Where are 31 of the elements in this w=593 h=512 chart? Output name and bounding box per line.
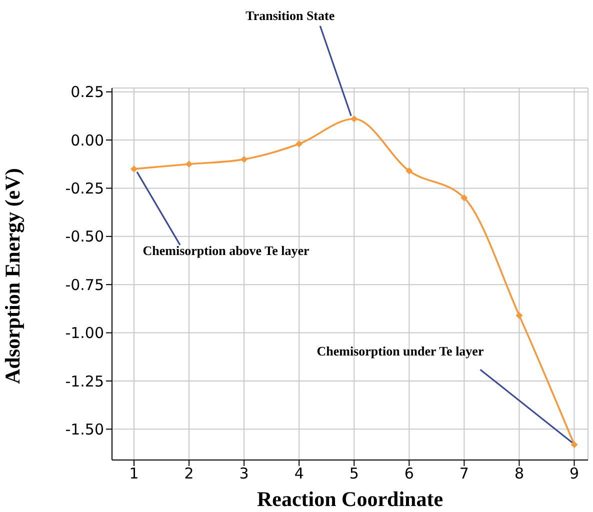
point	[296, 140, 303, 148]
x-axis-title: Reaction Coordinate	[256, 487, 444, 511]
x-tick-label: 9	[569, 464, 580, 483]
y-tick-label: -1.25	[65, 372, 104, 390]
x-tick-label: 8	[514, 464, 524, 483]
annotation: Chemisorption under Te layer	[316, 344, 484, 359]
x-tick-label: 2	[184, 464, 194, 483]
point	[130, 165, 138, 172]
annotation: Transition State	[246, 8, 335, 23]
point	[406, 167, 413, 174]
point	[350, 115, 358, 122]
x-tick-label: 3	[239, 464, 249, 483]
y-tick-label: 0.25	[70, 83, 104, 102]
y-tick-label: -0.25	[65, 180, 104, 198]
y-tick-label: -0.50	[65, 228, 104, 246]
point	[570, 441, 578, 448]
point	[460, 194, 468, 202]
point	[240, 156, 248, 163]
x-tick-label: 7	[459, 464, 469, 483]
x-tick-label: 6	[404, 464, 414, 483]
x-tick-label: 1	[129, 464, 139, 483]
y-tick-label: 0.00	[70, 131, 104, 150]
y-tick-label: -1.00	[65, 324, 104, 342]
y-tick-label: -1.50	[65, 420, 104, 438]
y-tick-label: -0.75	[65, 276, 104, 294]
point	[186, 160, 193, 168]
y-axis-title: Adsorption Energy (eV)	[0, 168, 24, 384]
x-tick-label: 4	[294, 464, 304, 483]
annotation: Chemisorption above Te layer	[142, 242, 310, 258]
point	[516, 312, 523, 319]
x-tick-label: 5	[349, 464, 359, 483]
